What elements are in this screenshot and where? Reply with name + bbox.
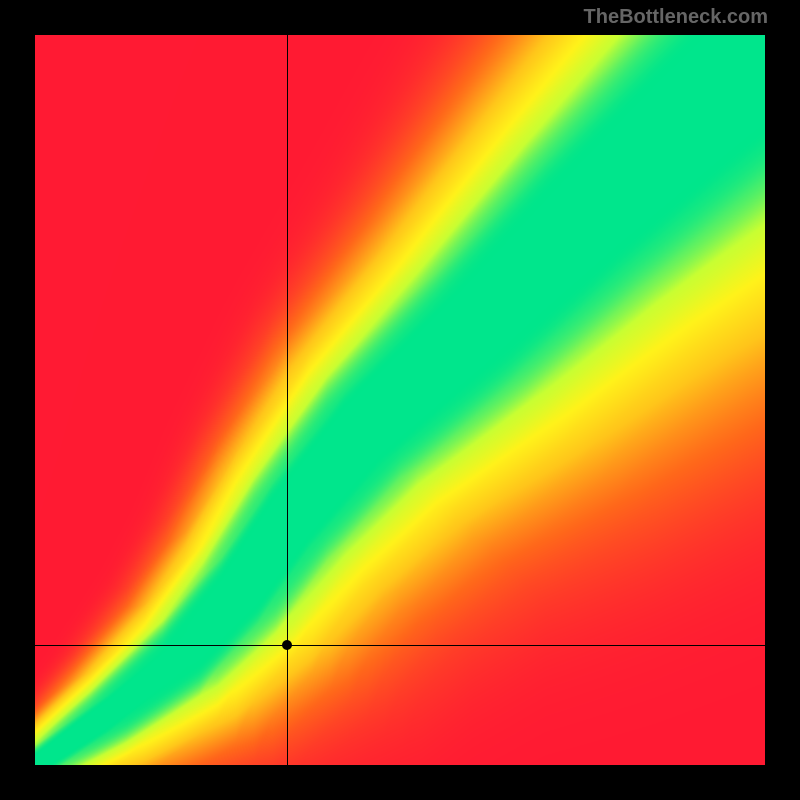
heatmap-canvas [35, 35, 765, 765]
crosshair-horizontal [35, 645, 765, 646]
intersection-point [282, 640, 292, 650]
crosshair-vertical [287, 35, 288, 765]
chart-container: TheBottleneck.com [0, 0, 800, 800]
plot-area [35, 35, 765, 765]
watermark-text: TheBottleneck.com [584, 6, 768, 29]
